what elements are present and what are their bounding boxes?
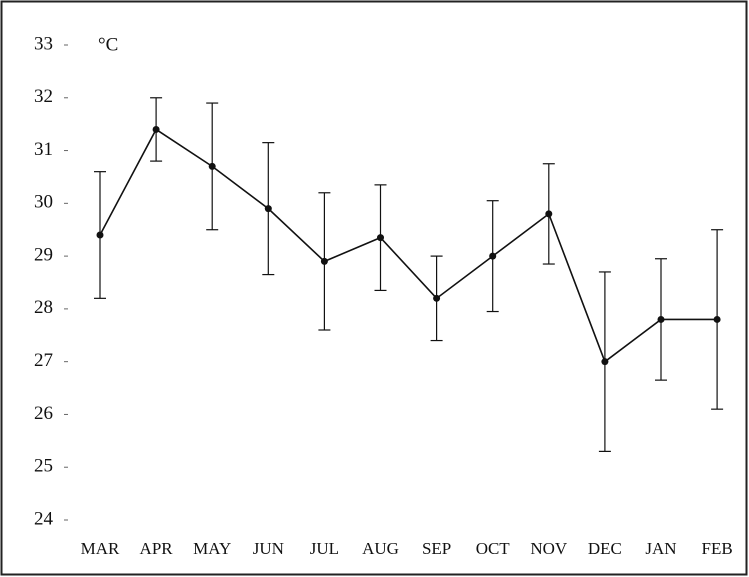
data-point	[433, 295, 440, 302]
x-tick-label: DEC	[588, 539, 622, 558]
x-tick-label: JAN	[645, 539, 676, 558]
y-tick-label: 28	[34, 297, 53, 318]
y-tick-label: 31	[34, 139, 53, 160]
chart: °C 24 25 26 27 28 29 30 31 32 33 MAR APR MAY JUN JUL AU…	[0, 0, 749, 577]
data-point	[153, 126, 160, 133]
y-tick-label: 33	[34, 33, 53, 54]
x-tick-label: MAR	[81, 539, 120, 558]
data-point	[265, 205, 272, 212]
frame	[2, 2, 747, 575]
data-line	[100, 129, 717, 361]
x-tick-label: OCT	[476, 539, 511, 558]
x-tick-label: AUG	[362, 539, 399, 558]
y-tick-label: 32	[34, 86, 53, 107]
unit-label: °C	[98, 34, 118, 55]
x-tick-label: MAY	[193, 539, 231, 558]
data-point	[545, 210, 552, 217]
x-tick-label: SEP	[422, 539, 451, 558]
data-point	[209, 163, 216, 170]
y-tick-label: 25	[34, 456, 53, 477]
y-tick-label: 30	[34, 192, 53, 213]
x-tick-label: FEB	[702, 539, 733, 558]
data-point	[321, 258, 328, 265]
x-tick-label: JUL	[310, 539, 339, 558]
y-tick-label: 29	[34, 244, 53, 265]
data-point	[377, 234, 384, 241]
y-tick-label: 26	[34, 403, 53, 424]
x-tick-label: NOV	[530, 539, 568, 558]
y-tick-label: 27	[34, 350, 53, 371]
x-tick-label: JUN	[253, 539, 284, 558]
x-tick-label: APR	[140, 539, 174, 558]
data-point	[658, 316, 665, 323]
data-point	[601, 358, 608, 365]
data-point	[714, 316, 721, 323]
data-point	[489, 253, 496, 260]
data-point	[97, 232, 104, 239]
y-tick-label: 24	[34, 508, 54, 529]
